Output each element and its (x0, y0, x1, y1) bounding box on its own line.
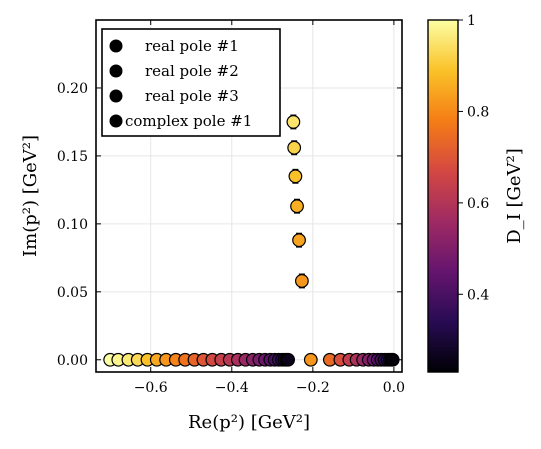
x-tick-label: −0.4 (215, 380, 249, 396)
colorbar-tick-label: 1 (467, 13, 476, 29)
complex-pole-point (290, 199, 304, 214)
colorbar-tick-label: 0.6 (467, 196, 489, 212)
colorbar-label: D_I [GeV²] (504, 148, 525, 244)
complex-pole-point (288, 169, 303, 184)
y-tick-label: 0.20 (57, 81, 88, 97)
data-points (103, 114, 400, 367)
x-tick-label: −0.2 (296, 380, 330, 396)
real-pole-point (303, 352, 318, 367)
plot-frame (95, 19, 403, 373)
y-axis-ticks: 0.00 0.05 0.10 0.15 0.20 (57, 81, 402, 369)
complex-pole-point (286, 115, 301, 129)
legend: real pole #1 real pole #2 real pole #3 c… (101, 28, 281, 137)
colorbar: 0.4 0.6 0.8 1 D_I [GeV²] (427, 13, 525, 373)
y-tick-label: 0.15 (57, 149, 88, 165)
complex-pole-point (292, 233, 306, 248)
x-tick-label: 0.0 (383, 380, 405, 396)
colorbar-gradient (427, 19, 459, 373)
y-tick-label: 0.00 (57, 353, 88, 369)
x-axis-label: Re(p²) [GeV²] (188, 412, 310, 433)
real-pole-point (385, 352, 400, 367)
colorbar-ticks: 0.4 0.6 0.8 1 (458, 13, 489, 303)
legend-marker-real-pole-1 (109, 39, 123, 53)
legend-label-real-pole-3: real pole #3 (145, 87, 239, 105)
y-axis-label: Im(p²) [GeV²] (20, 135, 41, 257)
legend-marker-real-pole-3 (109, 89, 123, 103)
legend-box (101, 28, 281, 137)
y-tick-label: 0.05 (57, 285, 88, 301)
colorbar-tick-label: 0.8 (467, 104, 489, 120)
legend-marker-complex-pole-1 (109, 114, 123, 128)
legend-label-real-pole-2: real pole #2 (145, 62, 239, 80)
y-tick-label: 0.10 (57, 217, 88, 233)
real-pole-point (281, 352, 296, 367)
complex-pole-point (287, 140, 302, 155)
legend-label-complex-pole-1: complex pole #1 (125, 112, 252, 130)
colorbar-tick-label: 0.4 (467, 287, 489, 303)
x-axis-ticks: −0.6 −0.4 −0.2 0.0 (134, 20, 405, 396)
legend-label-real-pole-1: real pole #1 (145, 37, 239, 55)
legend-marker-real-pole-2 (109, 64, 123, 78)
complex-pole-point (294, 274, 309, 288)
x-tick-label: −0.6 (134, 380, 168, 396)
